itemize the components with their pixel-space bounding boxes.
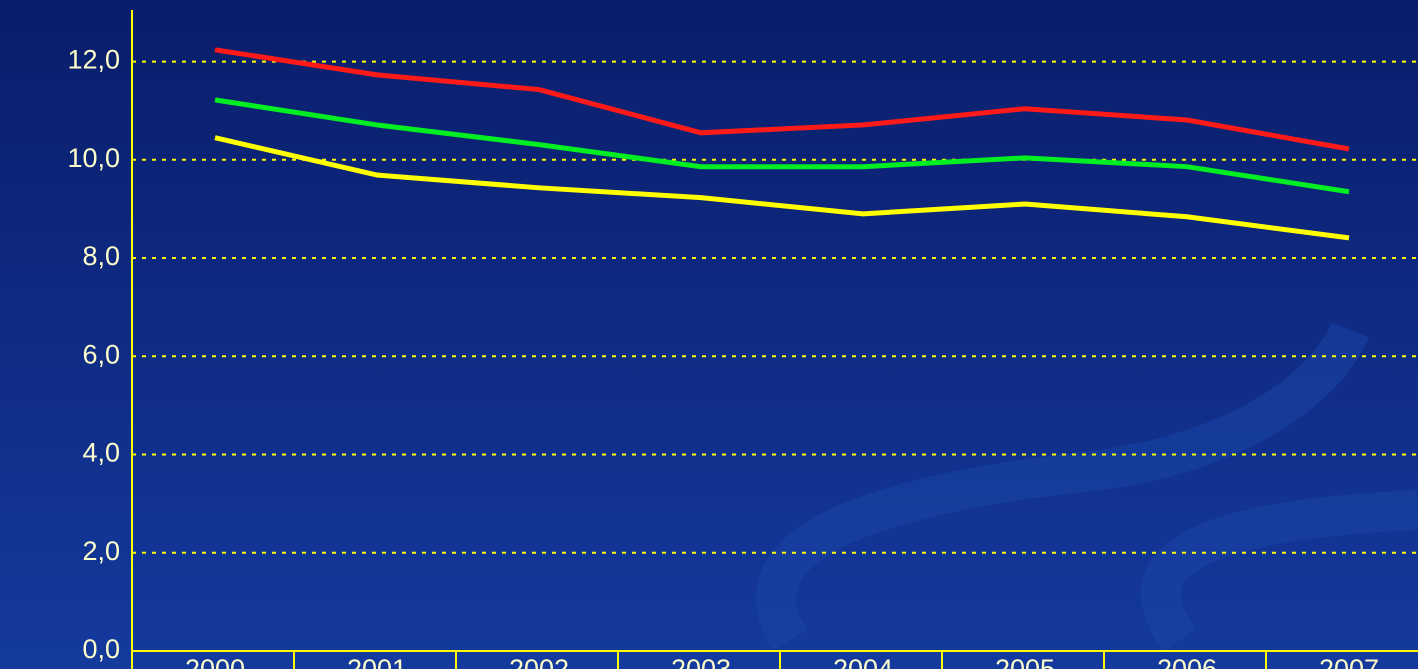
x-tick-label: 2005 (995, 654, 1055, 669)
y-tick-label: 6,0 (82, 339, 120, 369)
x-tick-label: 2000 (185, 654, 245, 669)
y-tick-label: 4,0 (82, 438, 120, 468)
decoration (756, 321, 1369, 651)
x-tick-label: 2006 (1157, 654, 1217, 669)
y-tick-label: 12,0 (67, 45, 120, 75)
line-series (214, 47, 1350, 152)
line-series (214, 135, 1350, 241)
x-tick-label: 2004 (833, 654, 893, 669)
y-tick-label: 10,0 (67, 143, 120, 173)
x-tick-label: 2007 (1319, 654, 1379, 669)
x-tick-label: 2001 (347, 654, 407, 669)
y-tick-label: 0,0 (82, 634, 120, 664)
y-tick-label: 2,0 (82, 536, 120, 566)
y-tick-label: 8,0 (82, 241, 120, 271)
x-tick-label: 2002 (509, 654, 569, 669)
line-series (214, 97, 1350, 195)
x-tick-label: 2003 (671, 654, 731, 669)
decoration (1140, 490, 1418, 652)
